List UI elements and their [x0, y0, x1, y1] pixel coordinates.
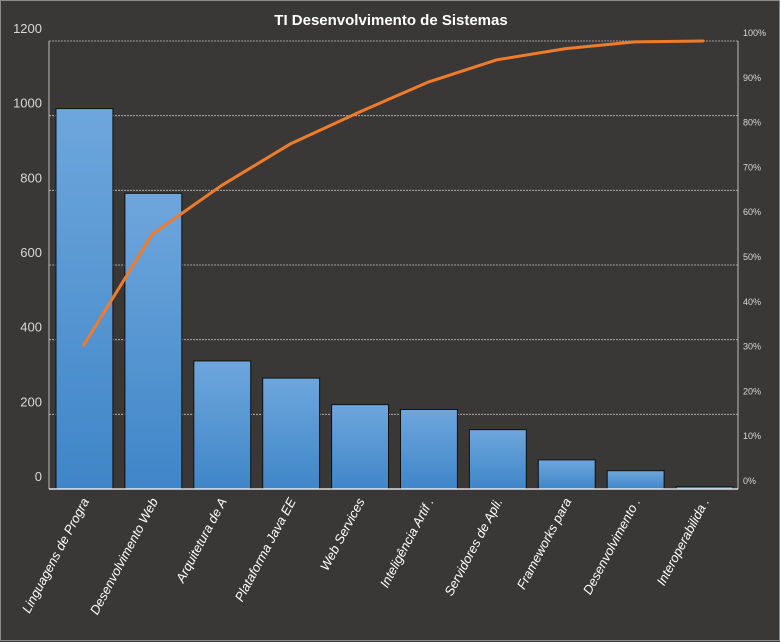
- bar-5: [331, 404, 390, 490]
- y-axis-tick-label: 1200: [13, 21, 42, 36]
- cumulative-point-7: [495, 58, 499, 62]
- bar-6: [400, 408, 458, 490]
- y2-axis-tick-label: 0%: [743, 476, 756, 486]
- y2-axis-tick-label: 50%: [743, 252, 761, 262]
- y2-axis-tick-label: 100%: [743, 28, 766, 38]
- x-axis-category-label: Inteligência Artif .: [377, 495, 437, 590]
- cumulative-point-5: [357, 111, 361, 114]
- y-axis-tick-label: 600: [20, 245, 42, 260]
- bar-2: [124, 192, 183, 490]
- y-axis-tick-label: 800: [20, 170, 42, 185]
- y2-axis-tick-label: 30%: [743, 342, 761, 352]
- bar-3: [193, 360, 252, 490]
- y-axis-tick-label: 200: [20, 394, 42, 409]
- bar-8: [537, 459, 596, 490]
- cumulative-point-6: [426, 81, 430, 84]
- cumulative-point-9: [633, 40, 636, 44]
- y-axis-tick-label: 1000: [13, 96, 42, 111]
- bar-1: [55, 108, 114, 490]
- y2-axis-tick-label: 70%: [743, 162, 761, 172]
- y2-axis-tick-label: 20%: [743, 386, 761, 396]
- x-axis-category-label: Servidores de Apli.: [441, 495, 505, 598]
- y2-axis-tick-label: 80%: [743, 118, 761, 128]
- bar-9: [606, 470, 665, 490]
- y2-axis-tick-label: 40%: [743, 297, 761, 307]
- cumulative-line: [82, 39, 704, 347]
- bar-7: [468, 429, 527, 490]
- y2-axis-tick-label: 60%: [743, 207, 761, 217]
- bar-4: [262, 377, 321, 490]
- y-axis-tick-label: 400: [20, 320, 42, 335]
- cumulative-point-2: [151, 232, 154, 236]
- chart-title: TI Desenvolvimento de Sistemas: [274, 12, 507, 29]
- y-axis-tick-label: 0: [35, 469, 42, 484]
- x-axis-category-label: Web Services: [317, 495, 368, 573]
- x-axis-category-label: Desenvolvimento .: [580, 495, 643, 596]
- y2-axis-tick-label: 10%: [743, 431, 761, 441]
- cumulative-point-10: [702, 39, 705, 43]
- x-axis-category-label: Linguagens de Progra: [19, 495, 92, 615]
- x-axis-category-label: Desenvolvimento Web: [87, 495, 161, 617]
- x-axis-category-label: Plataforma Java EE: [232, 495, 299, 604]
- cumulative-point-8: [564, 47, 567, 50]
- x-axis-category-label: Interoperabilida .: [653, 495, 712, 588]
- x-axis-category-label: Arquitetura de A: [172, 495, 230, 585]
- x-axis-category-label: Frameworks para: [514, 495, 575, 591]
- y2-axis-tick-label: 90%: [743, 73, 761, 83]
- cumulative-point-1: [82, 344, 85, 347]
- cumulative-point-3: [220, 184, 223, 187]
- cumulative-point-4: [288, 142, 292, 146]
